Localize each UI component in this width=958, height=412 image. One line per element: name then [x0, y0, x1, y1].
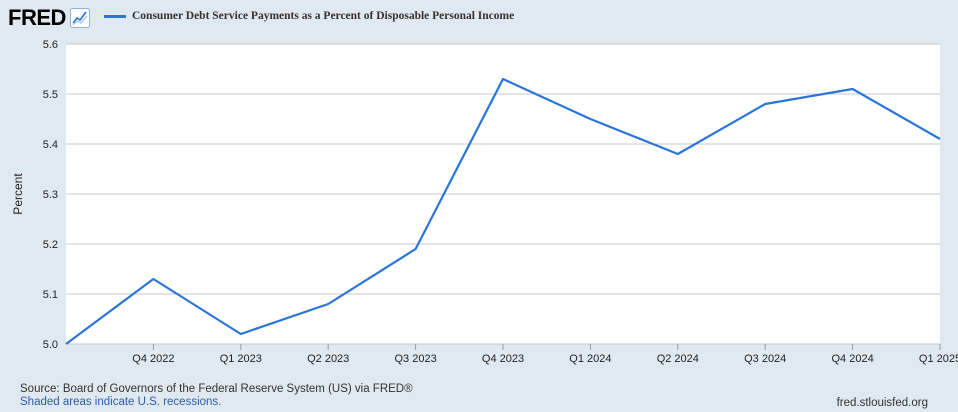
y-axis-label: Percent	[11, 173, 25, 215]
y-tick-label: 5.4	[43, 139, 58, 151]
y-tick-label: 5.0	[43, 339, 58, 351]
chart-legend: Consumer Debt Service Payments as a Perc…	[104, 10, 514, 22]
x-tick-label: Q1 2023	[220, 353, 262, 365]
x-tick-label: Q3 2023	[394, 353, 436, 365]
source-note: Source: Board of Governors of the Federa…	[20, 383, 413, 409]
y-tick-label: 5.1	[43, 289, 58, 301]
series-lines	[65, 77, 941, 345]
x-tick-label: Q4 2024	[831, 353, 873, 365]
x-tick-label: Q1 2025	[919, 353, 958, 365]
legend-swatch	[104, 14, 126, 18]
recession-note[interactable]: Shaded areas indicate U.S. recessions.	[20, 396, 222, 408]
legend-series-label: Consumer Debt Service Payments as a Perc…	[132, 10, 515, 22]
y-tick-label: 5.5	[43, 89, 58, 101]
x-tick-label: Q1 2024	[569, 353, 611, 365]
fred-logo-text: FRED	[8, 5, 66, 30]
x-tick-label: Q2 2024	[657, 353, 699, 365]
fred-logo[interactable]: FRED	[8, 5, 90, 31]
y-tick-label: 5.3	[43, 189, 58, 201]
series-line	[65, 77, 941, 345]
x-tick-label: Q3 2024	[744, 353, 786, 365]
y-tick-label: 5.6	[43, 39, 58, 51]
y-tick-label: 5.2	[43, 239, 58, 251]
y-axis-ticks: 5.0 5.1 5.2 5.3 5.4 5.5 5.6	[43, 39, 58, 351]
x-tick-label: Q4 2023	[482, 353, 524, 365]
source-text: Source: Board of Governors of the Federa…	[20, 383, 413, 395]
line-chart-icon	[69, 8, 90, 28]
x-tick-label: Q4 2022	[132, 353, 174, 365]
fred-url[interactable]: fred.stlouisfed.org	[836, 397, 928, 409]
x-axis-ticks: Q4 2022 Q1 2023 Q2 2023 Q3 2023 Q4 2023 Q1 20…	[132, 344, 958, 365]
x-tick-label: Q2 2023	[307, 353, 349, 365]
